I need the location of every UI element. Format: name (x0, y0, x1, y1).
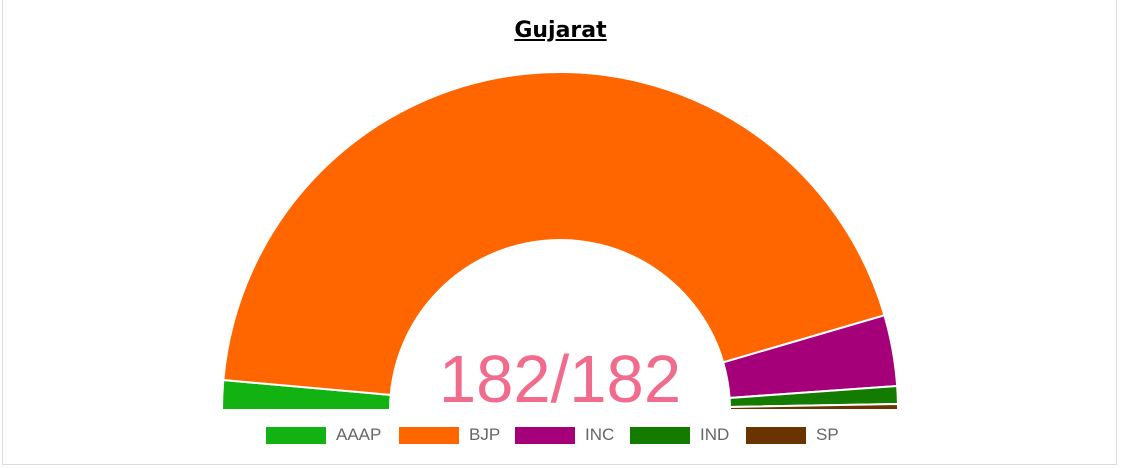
slice-sp[interactable] (728, 402, 900, 411)
chart-title: Gujarat (514, 18, 607, 43)
legend-swatch (746, 427, 806, 444)
center-label: 182/182 (439, 342, 681, 417)
legend-label: AAAP (336, 425, 382, 444)
legend-label: INC (585, 425, 615, 444)
legend-swatch (399, 427, 459, 444)
legend-label: IND (700, 425, 730, 444)
legend-label: BJP (469, 425, 501, 444)
slice-bjp[interactable] (222, 71, 886, 397)
legend-swatch (630, 427, 690, 444)
legend-swatch (266, 427, 326, 444)
legend: AAAP BJP INC IND SP (0, 425, 1121, 445)
slices-group (220, 71, 900, 411)
legend-label: SP (816, 425, 839, 444)
legend-swatch (515, 427, 575, 444)
